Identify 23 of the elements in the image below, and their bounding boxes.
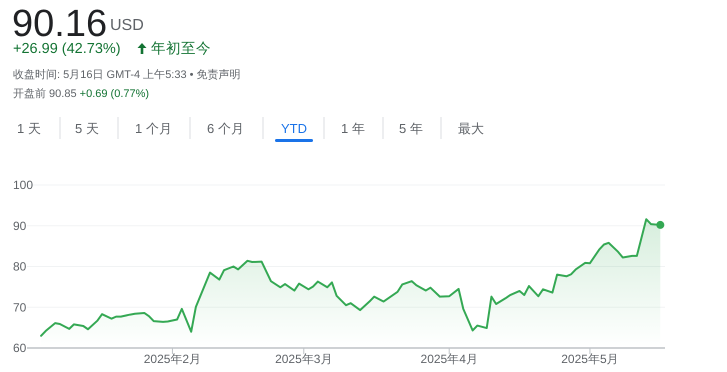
text: +0.69 (0.77%)	[76, 88, 150, 100]
x-tick-label: 2025年5月	[561, 352, 619, 366]
x-tick-label: 2025年4月	[420, 352, 478, 366]
text: +26.99 (42.73%)	[13, 41, 121, 57]
text: 5 天	[75, 121, 99, 136]
y-tick-label: 80	[13, 260, 27, 274]
x-tick-label: 2025年2月	[144, 352, 202, 366]
chart-subtitle: USD	[110, 17, 144, 34]
text: 1 个月	[135, 121, 172, 136]
text: 6 个月	[207, 121, 244, 136]
text: 最大	[458, 121, 484, 136]
y-tick-label: 90	[13, 218, 27, 233]
text: 1 年	[341, 121, 365, 136]
text: YTD	[281, 121, 307, 136]
text: 5 年	[399, 121, 423, 136]
y-tick-label: 60	[13, 341, 27, 355]
text: 年初至今	[151, 40, 211, 57]
text: 1 天	[17, 121, 41, 136]
x-tick-label: 2025年3月	[275, 352, 332, 366]
y-tick-label: 100	[13, 178, 34, 192]
text: 收盘时间: 5月16日 GMT-4 上午5:33 • 免责声明	[13, 68, 241, 81]
text: 开盘前 90.85	[13, 88, 77, 100]
y-tick-label: 70	[13, 300, 27, 314]
